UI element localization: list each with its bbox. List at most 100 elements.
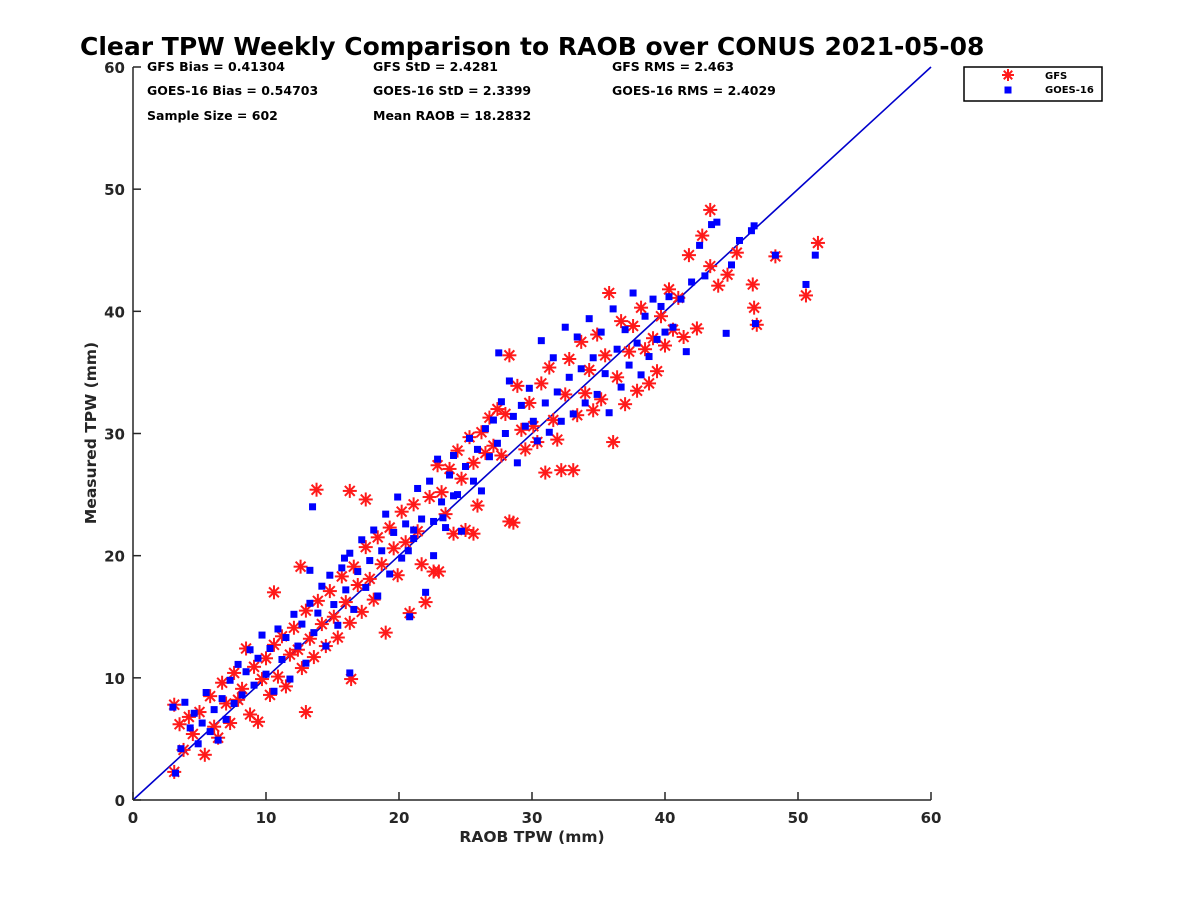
goes16-point (661, 328, 669, 336)
goes16-point (609, 305, 617, 313)
goes16-point (605, 409, 613, 417)
goes16-point (370, 526, 378, 534)
gfs-point (546, 413, 561, 428)
gfs-point (703, 202, 718, 217)
gfs-point (510, 378, 525, 393)
goes16-point (238, 691, 246, 699)
goes16-point (402, 520, 410, 528)
goes16-point (310, 629, 318, 637)
goes16-point (722, 329, 730, 337)
gfs-point (314, 617, 329, 632)
goes16-point (340, 554, 348, 562)
gfs-point (711, 278, 726, 293)
gfs-point (654, 309, 669, 324)
goes16-point (206, 728, 214, 736)
gfs-point (431, 564, 446, 579)
legend-goes16-marker (1004, 86, 1012, 94)
goes16-point (278, 656, 286, 664)
goes16-point (410, 535, 418, 543)
goes16-point (439, 514, 447, 522)
gfs-point (282, 647, 297, 662)
gfs-point (689, 321, 704, 336)
goes16-point (286, 675, 294, 683)
goes16-point (172, 769, 180, 777)
goes16-point (198, 719, 206, 727)
gfs-point (342, 483, 357, 498)
goes16-point (186, 724, 194, 732)
goes16-point (426, 477, 434, 485)
goes16-point (450, 451, 458, 459)
legend-goes16-square (1004, 86, 1012, 94)
gfs-point (486, 438, 501, 453)
goes16-point (577, 365, 585, 373)
goes16-point (505, 377, 513, 385)
goes16-point (682, 348, 690, 356)
goes16-point (750, 222, 758, 230)
x-tick-label: 0 (128, 809, 138, 827)
goes16-point (222, 715, 230, 723)
goes16-point (298, 620, 306, 628)
gfs-point (294, 661, 309, 676)
gfs-point (578, 386, 593, 401)
goes16-point (735, 236, 743, 244)
gfs-point (695, 228, 710, 243)
goes16-point (469, 477, 477, 485)
goes16-point (330, 601, 338, 609)
goes16-point (394, 493, 402, 501)
goes16-point (438, 498, 446, 506)
goes16-point (194, 740, 202, 748)
x-tick-label: 30 (522, 809, 543, 827)
gfs-point (618, 397, 633, 412)
x-tick-label: 60 (921, 809, 942, 827)
y-tick-label: 60 (104, 59, 125, 77)
gfs-point (586, 403, 601, 418)
gfs-point (502, 514, 517, 529)
goes16-point (621, 326, 629, 334)
stat-gfs-bias: GFS Bias = 0.41304 (147, 59, 285, 74)
gfs-point (502, 348, 517, 363)
goes16-point (382, 510, 390, 518)
gfs-point (470, 498, 485, 513)
goes16-point (334, 621, 342, 629)
goes16-point (242, 668, 250, 676)
y-tick-label: 40 (104, 303, 125, 321)
stat-goes-std: GOES-16 StD = 2.3399 (373, 83, 531, 98)
goes16-point (430, 552, 438, 560)
gfs-point (306, 650, 321, 665)
goes16-point (657, 302, 665, 310)
goes16-point (350, 605, 358, 613)
gfs-point (406, 497, 421, 512)
goes16-point (422, 588, 430, 596)
gfs-point (418, 595, 433, 610)
goes16-point (728, 261, 735, 269)
y-tick-label: 20 (104, 548, 125, 566)
goes16-point (354, 568, 362, 576)
goes16-point (450, 492, 458, 500)
gfs-point (745, 277, 760, 292)
stats-panel: GFS Bias = 0.41304 GFS StD = 2.4281 GFS … (147, 59, 776, 123)
gfs-point (638, 342, 653, 357)
goes16-point (589, 354, 597, 362)
goes16-point (282, 634, 290, 642)
gfs-point (729, 245, 744, 260)
goes16-point (418, 515, 426, 523)
gfs-point (598, 348, 613, 363)
gfs-point (370, 530, 385, 545)
goes16-point (573, 333, 581, 341)
goes16-point (274, 625, 282, 633)
goes16-point (181, 698, 189, 706)
goes16-point (613, 345, 621, 353)
goes16-point (290, 610, 298, 618)
goes16-point (653, 335, 661, 343)
legend: GFS GOES-16 (963, 66, 1103, 102)
goes16-point (549, 354, 557, 362)
goes16-point (302, 659, 310, 667)
gfs-point (172, 717, 187, 732)
x-tick-label: 40 (655, 809, 676, 827)
gfs-point (394, 504, 409, 519)
goes16-point (374, 592, 382, 600)
gfs-point (223, 716, 238, 731)
gfs-point (298, 705, 313, 720)
goes16-point (342, 586, 350, 594)
